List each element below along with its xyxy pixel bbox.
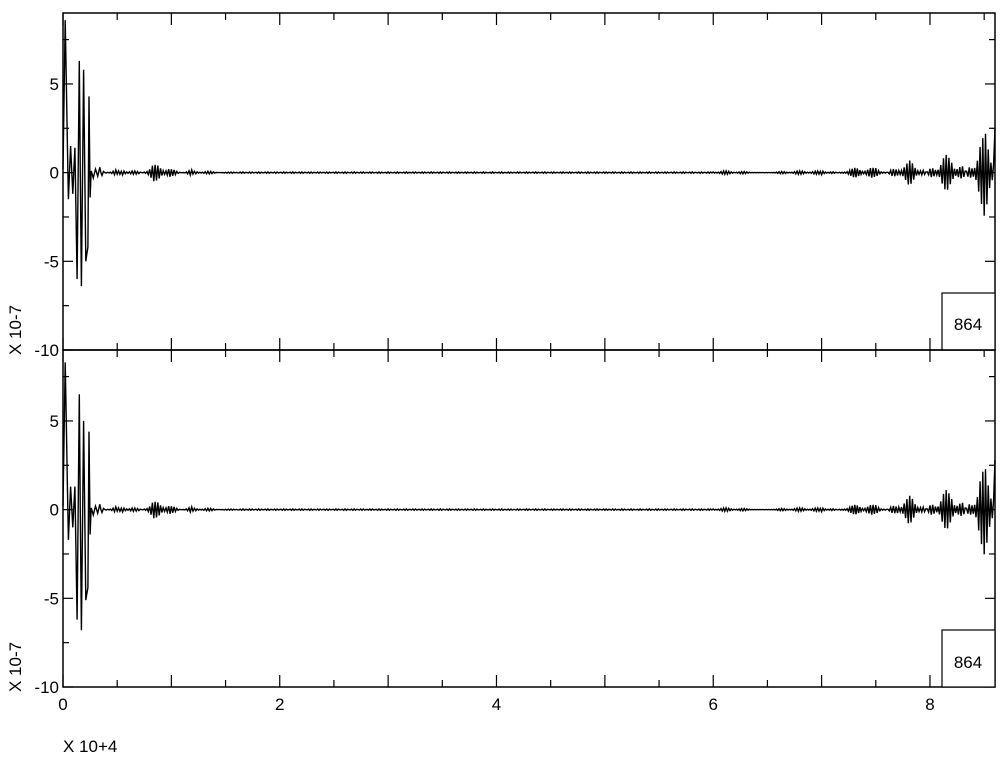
- top-y-tick-labels: -10 -5 0 5: [34, 75, 59, 360]
- top-panel: -10 -5 0 5 864 X 10-7: [6, 12, 996, 360]
- x-tick-label: 6: [708, 695, 717, 714]
- x-multiplier: X 10+4: [63, 737, 117, 756]
- bottom-label-box-text: 864: [954, 653, 982, 672]
- x-tick-label: 0: [58, 695, 67, 714]
- top-y-tick-label: -10: [34, 341, 59, 360]
- top-y-tick-label: -5: [44, 252, 59, 271]
- bottom-y-tick-label: -10: [34, 678, 59, 697]
- top-label-box-text: 864: [954, 315, 982, 334]
- bottom-y-tick-label: -5: [44, 589, 59, 608]
- top-ticks: [62, 13, 995, 351]
- bottom-ticks: [62, 350, 995, 688]
- top-series-line: [62, 20, 996, 287]
- top-y-tick-label: 0: [50, 164, 59, 183]
- bottom-y-tick-label: 0: [50, 501, 59, 520]
- top-y-multiplier: X 10-7: [6, 305, 25, 355]
- x-tick-label: 2: [275, 695, 284, 714]
- x-tick-labels: 0 2 4 6 8: [58, 695, 934, 714]
- bottom-series-line: [62, 362, 996, 631]
- bottom-label-box: [941, 629, 996, 688]
- bottom-y-tick-label: 5: [50, 412, 59, 431]
- bottom-plot-frame: [62, 349, 996, 688]
- top-y-tick-label: 5: [50, 75, 59, 94]
- bottom-panel: -10 -5 0 5 0 2 4 6 8 864 X 10-7 X 10+4: [6, 349, 996, 756]
- x-tick-label: 8: [925, 695, 934, 714]
- bottom-y-multiplier: X 10-7: [6, 642, 25, 692]
- bottom-y-tick-labels: -10 -5 0 5: [34, 412, 59, 697]
- x-tick-label: 4: [492, 695, 501, 714]
- top-plot-frame: [62, 12, 996, 351]
